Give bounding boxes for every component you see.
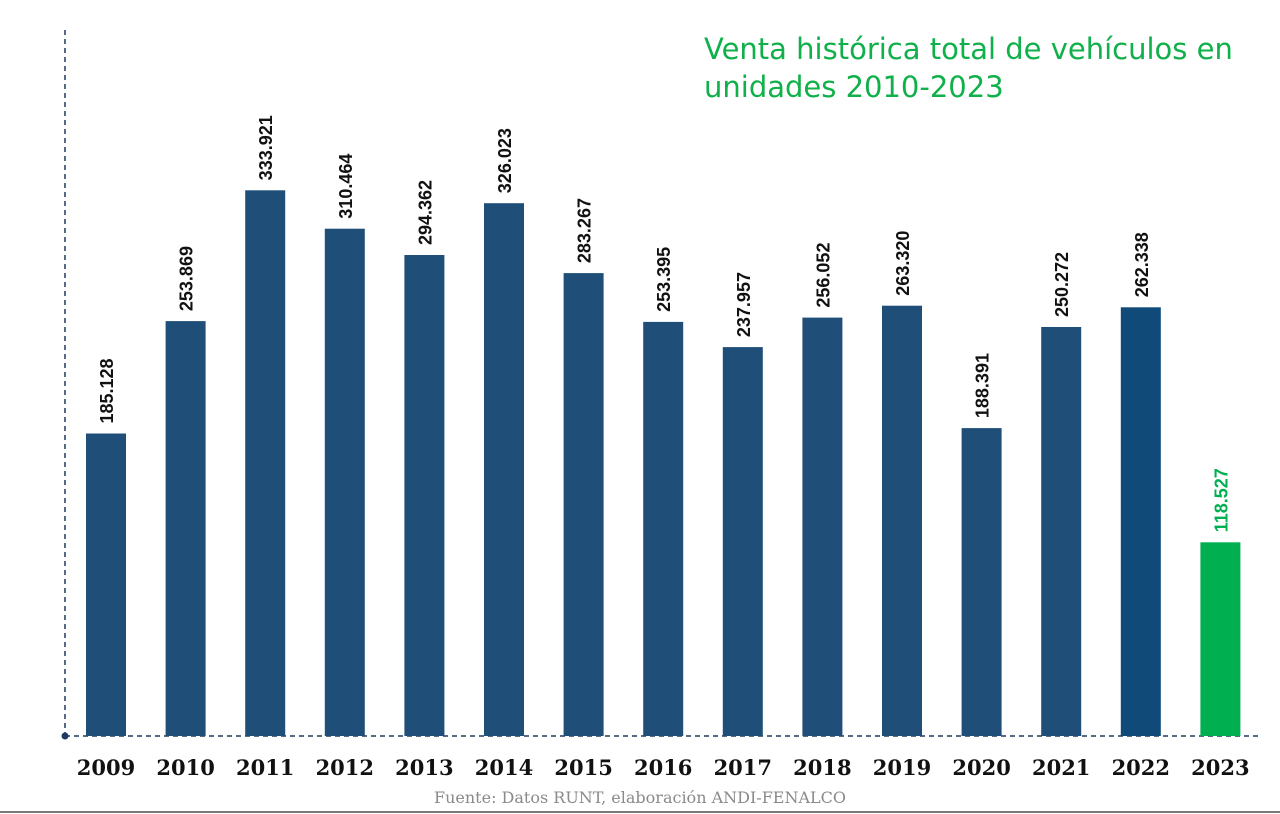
value-label-2009: 185.128 xyxy=(97,358,117,423)
value-labels-group: 185.128 253.869 333.921 310.464 294.362 326.0… xyxy=(97,115,1231,532)
axis-origin-dot xyxy=(61,732,69,740)
bar-2010 xyxy=(165,321,206,736)
bar-2012 xyxy=(324,228,365,736)
value-label-2014: 326.023 xyxy=(495,128,515,193)
x-tick-2014: 2014 xyxy=(475,755,533,780)
bar-2018 xyxy=(802,317,843,736)
value-label-2020: 188.391 xyxy=(973,353,993,418)
value-label-2013: 294.362 xyxy=(415,180,435,245)
bar-2013 xyxy=(404,255,445,736)
x-tick-2011: 2011 xyxy=(236,755,294,780)
x-tick-2022: 2022 xyxy=(1112,755,1170,780)
bar-2009 xyxy=(86,433,126,736)
x-tick-2013: 2013 xyxy=(395,755,453,780)
x-tick-2015: 2015 xyxy=(554,755,612,780)
bottom-divider xyxy=(0,811,1280,813)
x-tick-2019: 2019 xyxy=(873,755,931,780)
bar-2019 xyxy=(882,305,922,736)
bar-2017 xyxy=(722,347,763,736)
x-tick-2012: 2012 xyxy=(316,755,374,780)
value-label-2022: 262.338 xyxy=(1132,232,1152,297)
x-tick-2021: 2021 xyxy=(1032,755,1090,780)
x-tick-2023: 2023 xyxy=(1191,755,1249,780)
x-tick-2020: 2020 xyxy=(952,755,1010,780)
value-label-2019: 263.320 xyxy=(893,231,913,296)
value-label-2015: 283.267 xyxy=(575,198,595,263)
bar-2016 xyxy=(643,321,684,736)
bar-2022 xyxy=(1120,307,1161,736)
x-tick-2018: 2018 xyxy=(793,755,851,780)
value-label-2018: 256.052 xyxy=(813,243,833,308)
bar-2023 xyxy=(1200,542,1241,736)
value-label-2016: 253.395 xyxy=(654,247,674,312)
value-label-2017: 237.957 xyxy=(734,272,754,337)
x-tick-2009: 2009 xyxy=(77,755,135,780)
value-label-2012: 310.464 xyxy=(336,154,356,219)
bar-2014 xyxy=(484,203,524,736)
x-tick-labels-group: 2009 2010 2011 2012 2013 2014 2015 2016 2017 2018… xyxy=(77,755,1250,780)
chart-title: Venta histórica total de vehículos en un… xyxy=(704,32,1233,104)
value-label-2011: 333.921 xyxy=(256,115,276,180)
bar-2021 xyxy=(1041,327,1082,736)
bar-2011 xyxy=(245,190,286,737)
bar-2015 xyxy=(563,273,604,736)
x-tick-2017: 2017 xyxy=(714,755,772,780)
x-tick-2016: 2016 xyxy=(634,755,692,780)
bars-group xyxy=(86,190,1241,737)
value-label-2021: 250.272 xyxy=(1052,252,1072,317)
value-label-2023: 118.527 xyxy=(1211,468,1231,532)
value-label-2010: 253.869 xyxy=(177,246,197,311)
bar-2020 xyxy=(961,428,1002,736)
source-note: Fuente: Datos RUNT, elaboración ANDI-FEN… xyxy=(433,788,847,807)
x-tick-2010: 2010 xyxy=(156,755,214,780)
